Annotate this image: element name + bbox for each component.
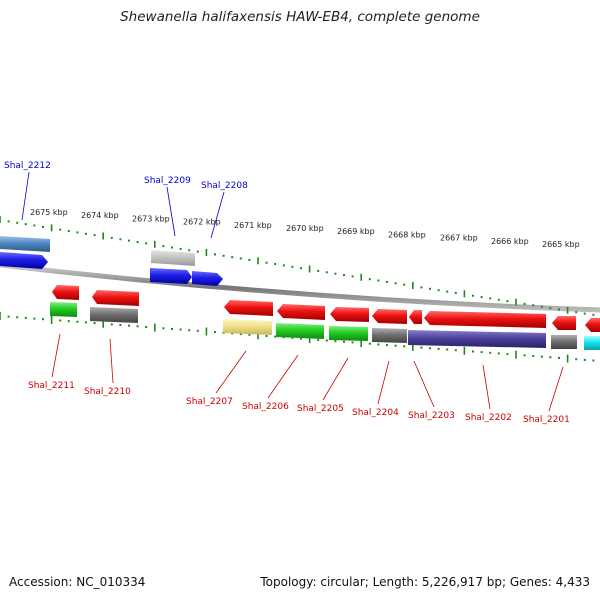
kbp-label: 2667 kbp [440, 234, 478, 243]
leader-line [267, 354, 299, 399]
feature-box-khaki[interactable] [223, 319, 272, 335]
leader-line [322, 357, 349, 401]
gene-label-shal-2212[interactable]: Shal_2212 [4, 161, 51, 171]
kbp-label: 2669 kbp [337, 227, 375, 236]
gene-arrow-shal-2212-upper[interactable] [0, 236, 50, 252]
leader-line [51, 333, 61, 378]
feature-box-cyan[interactable] [584, 336, 600, 350]
gene-arrow-shal-2211[interactable] [52, 285, 79, 300]
bottom-gene-labels: Shal_2211 Shal_2210 Shal_2207 Shal_2206 Shal… [28, 333, 570, 425]
kbp-label: 2672 kbp [183, 218, 221, 227]
gene-arrow-shal-2208[interactable] [192, 271, 223, 286]
genome-backbone [0, 262, 600, 313]
kbp-label: 2668 kbp [388, 230, 426, 239]
leader-line [377, 360, 390, 405]
kbp-label: 2671 kbp [234, 221, 272, 230]
feature-box-green-1[interactable] [50, 302, 77, 317]
gene-arrow-shal-2202[interactable] [424, 311, 546, 328]
gene-arrow-shal-2209[interactable] [150, 268, 192, 284]
gene-arrow-shal-2205[interactable] [330, 307, 369, 322]
topology-text: Topology: circular; Length: 5,226,917 bp… [260, 575, 590, 589]
leader-line [215, 350, 247, 394]
gene-arrow-shal-2201[interactable] [552, 316, 576, 330]
feature-box-green-3[interactable] [329, 326, 368, 341]
top-strand-genes [0, 236, 223, 286]
leader-line [166, 186, 176, 237]
gene-arrow-shal-2212[interactable] [0, 252, 48, 269]
gene-label-shal-2211[interactable]: Shal_2211 [28, 381, 75, 391]
gene-label-shal-2205[interactable]: Shal_2205 [297, 404, 344, 414]
gene-arrow-upper-2[interactable] [151, 250, 195, 266]
gene-arrow-edge[interactable] [585, 318, 600, 332]
gene-label-shal-2208[interactable]: Shal_2208 [201, 181, 248, 191]
gene-arrow-shal-2207[interactable] [224, 300, 273, 316]
feature-box-navy[interactable] [408, 330, 546, 348]
gene-label-shal-2204[interactable]: Shal_2204 [352, 408, 399, 418]
kbp-label: 2674 kbp [81, 211, 119, 220]
leader-line [21, 171, 30, 221]
feature-box-green-2[interactable] [276, 323, 324, 339]
gene-label-shal-2203[interactable]: Shal_2203 [408, 411, 455, 421]
top-gene-labels: Shal_2212 Shal_2209 Shal_2208 [4, 161, 248, 239]
accession-text: Accession: NC_010334 [9, 575, 146, 589]
leader-line [109, 338, 114, 384]
leader-line [413, 360, 435, 408]
feature-box-grey-2[interactable] [372, 328, 407, 343]
genome-title: Shewanella halifaxensis HAW-EB4, complet… [120, 9, 480, 25]
gene-arrow-shal-2206[interactable] [277, 304, 325, 320]
kbp-label: 2670 kbp [286, 224, 324, 233]
kbp-label: 2673 kbp [132, 214, 170, 223]
feature-box-grey-3[interactable] [551, 335, 577, 349]
leader-line [548, 366, 564, 412]
gene-label-shal-2209[interactable]: Shal_2209 [144, 176, 191, 186]
gene-label-shal-2201[interactable]: Shal_2201 [523, 415, 570, 425]
kbp-label: 2675 kbp [30, 208, 68, 217]
gene-arrow-shal-2203[interactable] [409, 310, 422, 324]
gene-label-shal-2207[interactable]: Shal_2207 [186, 397, 233, 407]
top-tick-track [0, 216, 595, 316]
kbp-label: 2665 kbp [542, 240, 580, 249]
kbp-label-group: 2675 kbp 2674 kbp 2673 kbp 2672 kbp 2671 kbp… [30, 208, 580, 249]
gene-arrow-shal-2210[interactable] [92, 290, 139, 306]
gene-label-shal-2210[interactable]: Shal_2210 [84, 387, 131, 397]
leader-line [482, 364, 491, 410]
gene-label-shal-2206[interactable]: Shal_2206 [242, 402, 289, 412]
feature-box-grey-1[interactable] [90, 307, 138, 323]
leader-line [210, 191, 225, 239]
bottom-strand-genes [50, 285, 600, 350]
gene-label-shal-2202[interactable]: Shal_2202 [465, 413, 512, 423]
kbp-label: 2666 kbp [491, 237, 529, 246]
gene-arrow-shal-2204[interactable] [372, 309, 407, 324]
